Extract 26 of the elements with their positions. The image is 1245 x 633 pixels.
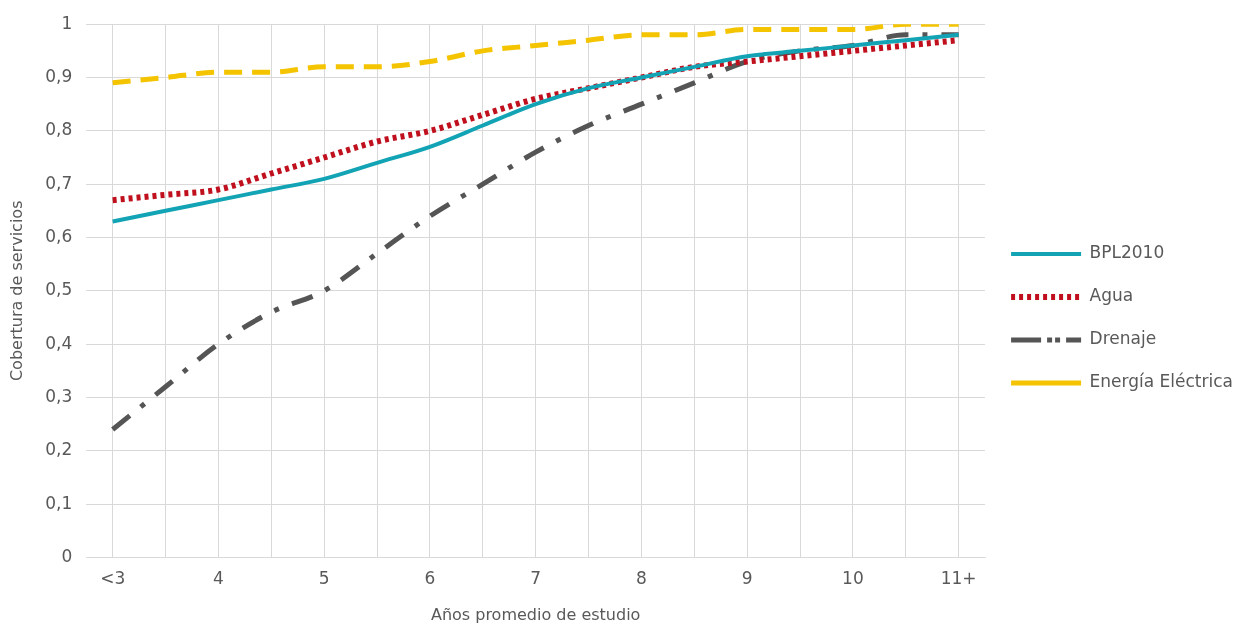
- y-tick-label: 0,1: [45, 492, 73, 513]
- y-tick-label: 0: [61, 545, 73, 566]
- y-tick-label: 0,8: [45, 119, 73, 140]
- x-tick-label: 7: [530, 568, 542, 589]
- y-axis-title: Cobertura de servicios: [6, 200, 26, 382]
- y-tick-label: 1: [61, 12, 73, 33]
- x-tick-label: 11+: [940, 568, 977, 589]
- x-tick-label: <3: [100, 568, 126, 589]
- y-tick-label: 0,7: [45, 172, 73, 193]
- legend-label: BPL2010: [1089, 242, 1165, 263]
- y-tick-label: 0,3: [45, 385, 73, 406]
- y-tick-label: 0,4: [45, 332, 73, 353]
- x-tick-label: 8: [635, 568, 647, 589]
- y-tick-label: 0,2: [45, 439, 73, 460]
- legend-label: Drenaje: [1089, 328, 1157, 349]
- legend-label: Agua: [1089, 285, 1134, 306]
- x-tick-label: 5: [318, 568, 330, 589]
- x-tick-label: 4: [213, 568, 224, 589]
- x-tick-label: 10: [842, 568, 864, 589]
- legend-label: Energía Eléctrica: [1089, 371, 1234, 392]
- x-axis-title: Años promedio de estudio: [430, 604, 641, 624]
- x-tick-label: 6: [424, 568, 436, 589]
- y-tick-label: 0,9: [45, 65, 73, 86]
- y-tick-label: 0,5: [45, 279, 73, 300]
- x-tick-label: 9: [741, 568, 753, 589]
- y-tick-label: 0,6: [45, 225, 73, 246]
